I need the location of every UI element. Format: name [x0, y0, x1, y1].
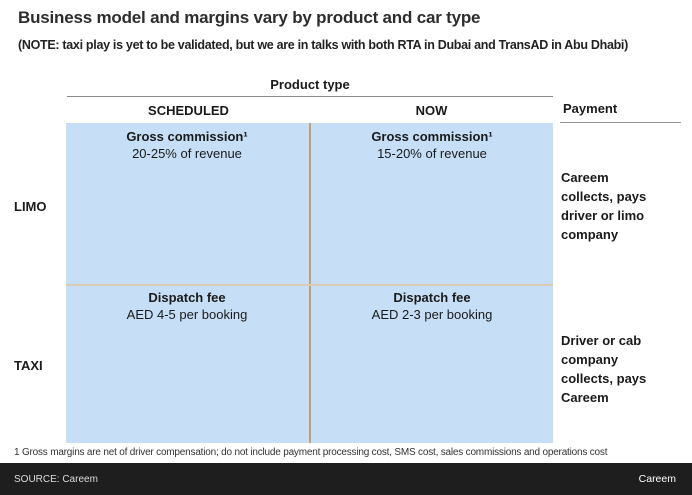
source-label: SOURCE: Careem: [14, 473, 98, 485]
payment-column-header: Payment: [563, 101, 618, 116]
cell-value: AED 2-3 per booking: [371, 307, 493, 323]
row-divider: [66, 284, 553, 286]
page-title: Business model and margins vary by produ…: [18, 8, 481, 27]
footer-bar: SOURCE: Careem Careem: [0, 463, 692, 495]
cell-taxi-scheduled: Dispatch fee AED 4-5 per booking: [66, 289, 308, 323]
column-group-underline: [67, 96, 553, 97]
column-divider: [309, 123, 311, 443]
payment-header-underline: [560, 122, 681, 123]
footnote: 1 Gross margins are net of driver compen…: [14, 447, 608, 458]
brand-label: Careem: [638, 473, 676, 485]
cell-title: Gross commission¹: [126, 129, 248, 144]
cell-value: 15-20% of revenue: [377, 146, 487, 162]
cell-title: Dispatch fee: [148, 290, 226, 305]
matrix-grid: Gross commission¹ 20-25% of revenue Gros…: [66, 123, 553, 443]
payment-text-taxi: Driver or cab company collects, pays Car…: [561, 333, 647, 405]
cell-value: AED 4-5 per booking: [126, 307, 248, 323]
cell-limo-now: Gross commission¹ 15-20% of revenue: [311, 128, 553, 162]
column-group-label: Product type: [270, 77, 350, 92]
cell-value: 20-25% of revenue: [132, 146, 242, 162]
column-header-now: NOW: [415, 103, 448, 118]
cell-title: Dispatch fee: [393, 290, 471, 305]
row-label-limo: LIMO: [14, 199, 47, 214]
cell-title: Gross commission¹: [371, 129, 493, 144]
row-label-taxi: TAXI: [14, 358, 43, 373]
cell-taxi-now: Dispatch fee AED 2-3 per booking: [311, 289, 553, 323]
slide-note: (NOTE: taxi play is yet to be validated,…: [18, 38, 628, 52]
column-header-scheduled: SCHEDULED: [148, 103, 229, 118]
cell-limo-scheduled: Gross commission¹ 20-25% of revenue: [66, 128, 308, 162]
payment-text-limo: Careem collects, pays driver or limo com…: [561, 170, 647, 242]
